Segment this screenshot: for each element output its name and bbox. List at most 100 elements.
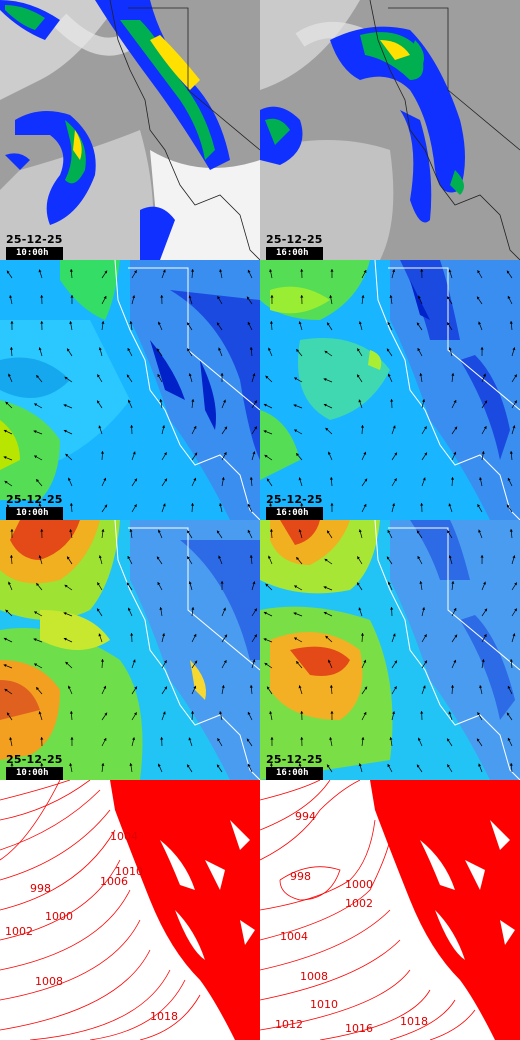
wind-arrow-head bbox=[194, 452, 198, 456]
wind-arrow-head bbox=[363, 712, 367, 716]
precip-areas-right bbox=[260, 26, 465, 223]
isobar-label: 1008 bbox=[35, 975, 63, 988]
wind-arrow-head bbox=[416, 530, 420, 534]
wind-arrow-head bbox=[187, 348, 190, 352]
wind-arrow-head bbox=[358, 763, 362, 767]
wind-arrow-head bbox=[159, 399, 163, 402]
wind-arrow-head bbox=[98, 555, 102, 559]
wind-arrow-head bbox=[269, 321, 274, 324]
wind-arrow-head bbox=[416, 764, 420, 768]
wind-arrow-head bbox=[358, 399, 362, 403]
isobar-label: 1010 bbox=[115, 865, 143, 878]
wind-arrow-head bbox=[103, 738, 107, 742]
wind-arrow-head bbox=[68, 477, 71, 481]
isobar-label: 1006 bbox=[100, 875, 128, 888]
wind-arrow-head bbox=[8, 581, 11, 585]
wind-arrow-head bbox=[270, 737, 274, 740]
wind-arrow-head bbox=[133, 712, 137, 716]
wind-arrow-head bbox=[389, 295, 393, 298]
precip-map-panel-right: 25-12-25 16:00h bbox=[260, 0, 520, 260]
wind-arrow-head bbox=[130, 425, 134, 428]
wind-arrow-head bbox=[392, 503, 396, 507]
wind-arrow-head bbox=[266, 478, 270, 482]
wind-arrow-head bbox=[224, 634, 228, 638]
wind-arrow-head bbox=[221, 685, 225, 688]
wind-arrow-head bbox=[514, 608, 517, 612]
wind-arrow-head bbox=[65, 661, 69, 665]
wind-arrow-head bbox=[507, 477, 511, 481]
wind-arrow-head bbox=[448, 347, 452, 351]
wind-arrow-head bbox=[246, 738, 250, 742]
wind-arrow-head bbox=[358, 321, 362, 325]
wind-arrow-head bbox=[162, 503, 166, 507]
wind-arrow-head bbox=[483, 634, 487, 638]
wind-arrow-head bbox=[360, 425, 364, 428]
wind-arrow-head bbox=[254, 634, 257, 638]
wind-arrow-head bbox=[422, 477, 426, 481]
wind-arrow-head bbox=[447, 764, 450, 768]
wind-arrow-head bbox=[265, 583, 269, 587]
wind-arrow-head bbox=[40, 529, 44, 532]
wind-arrow-head bbox=[329, 295, 333, 298]
wind-arrow-head bbox=[162, 425, 166, 429]
wind-arrow-head bbox=[40, 321, 44, 324]
wind-arrow-head bbox=[193, 477, 197, 481]
isobar-label: 1008 bbox=[300, 970, 328, 983]
wind-arrow-head bbox=[479, 685, 483, 689]
wind-arrow-head bbox=[104, 504, 108, 508]
wind-arrow-head bbox=[38, 269, 42, 273]
time-badge: 10:00h bbox=[6, 247, 63, 260]
coastline bbox=[114, 260, 260, 520]
wind-arrow-head bbox=[218, 555, 222, 559]
wind-arrow-head bbox=[269, 529, 274, 532]
wind-arrow-head bbox=[10, 321, 14, 324]
pressure-map-right: 994 998 1000 1002 1004 1008 1010 1012 1016 1018 bbox=[260, 780, 520, 1040]
wind-arrow-head bbox=[126, 374, 130, 378]
wind-arrow-head bbox=[481, 659, 485, 662]
wind-arrow-head bbox=[134, 270, 137, 274]
wind-arrow-head bbox=[484, 400, 488, 404]
wind-arrow-head bbox=[67, 556, 70, 560]
wind-arrow-head bbox=[269, 763, 273, 766]
wind-arrow-head bbox=[325, 427, 329, 431]
isobar-label: 1010 bbox=[310, 998, 338, 1011]
wind-arrow-head bbox=[67, 348, 70, 352]
coastline-left bbox=[109, 0, 260, 260]
wind-arrow-head bbox=[509, 529, 513, 532]
isobar-label: 994 bbox=[295, 810, 316, 823]
wind-arrow-head bbox=[6, 270, 10, 274]
wind-arrows bbox=[3, 269, 258, 513]
wind-arrow-head bbox=[127, 556, 131, 560]
wind-arrow-head bbox=[190, 503, 195, 506]
wind-arrow-head bbox=[265, 375, 269, 379]
wind-arrow-head bbox=[188, 581, 192, 585]
wind-arrow-head bbox=[329, 685, 333, 688]
wind-arrow-head bbox=[101, 763, 105, 766]
wind-arrow-head bbox=[483, 426, 487, 430]
wind-arrow-head bbox=[263, 611, 267, 615]
precip-areas-left bbox=[0, 0, 230, 260]
isobar-label: 1000 bbox=[345, 878, 373, 891]
wind-arrow-head bbox=[360, 633, 364, 636]
pressure-labels-left: 998 1000 1002 1004 1006 1008 1010 1018 bbox=[5, 830, 178, 1023]
wind-low-map-panel-left: 25-12-25 10:00h bbox=[0, 260, 260, 520]
wind-arrow-head bbox=[480, 555, 484, 558]
wind-arrow-head bbox=[323, 586, 327, 590]
wind-arrow-head bbox=[509, 321, 513, 324]
wind-arrow-head bbox=[453, 608, 457, 611]
wind-arrow-head bbox=[219, 503, 223, 507]
wind-arrow-head bbox=[156, 556, 160, 560]
wind-arrow-head bbox=[420, 711, 424, 714]
wind-arrow-head bbox=[420, 503, 424, 506]
wind-arrow-head bbox=[157, 582, 161, 586]
wind-arrow-head bbox=[247, 763, 251, 767]
timestamp-wind-high-left: 25-12-25 10:00h bbox=[6, 753, 63, 780]
wind-arrow-head bbox=[224, 426, 228, 430]
wind-arrow-head bbox=[217, 738, 221, 742]
wind-arrow-head bbox=[324, 350, 328, 354]
wind-arrow-head bbox=[69, 763, 73, 767]
wind-arrow-head bbox=[389, 737, 393, 740]
wind-arrow-head bbox=[216, 322, 220, 326]
wind-arrow-head bbox=[254, 608, 257, 612]
wind-arrow-head bbox=[393, 686, 397, 690]
